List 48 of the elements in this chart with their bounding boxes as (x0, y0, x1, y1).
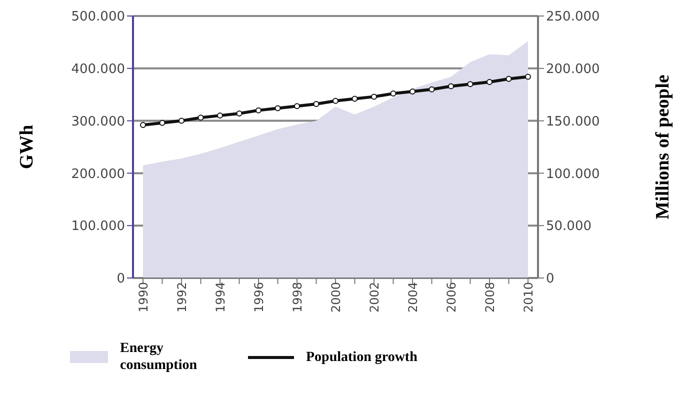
x-tick-label: 1992 (175, 282, 190, 313)
y-tick-label: 0 (116, 272, 125, 287)
x-tick-label: 2000 (329, 282, 344, 313)
point (410, 88, 416, 94)
point (140, 122, 146, 128)
point (448, 83, 454, 90)
legend-label: Energy consumption (120, 340, 198, 374)
point (178, 118, 184, 124)
point (274, 105, 281, 112)
y-axis-title: GWh (16, 124, 38, 170)
y2-tick-label: 50.000 (546, 219, 592, 234)
point (506, 76, 512, 82)
point (236, 110, 242, 116)
point (428, 86, 435, 92)
point (198, 114, 204, 121)
x-tick-label: 1994 (214, 282, 228, 313)
point (256, 107, 262, 114)
x-tick-label: 2004 (406, 282, 420, 313)
point (525, 74, 531, 80)
point (294, 103, 300, 110)
y-tick-label: 200.000 (71, 166, 125, 182)
y2-tick-label: 0 (546, 272, 554, 287)
y-tick-label: 100.000 (71, 219, 125, 234)
point (486, 79, 492, 86)
x-tick-label: 2008 (483, 282, 498, 313)
y2-axis-title: Millions of people (652, 74, 674, 220)
x-tick-label: 2010 (522, 282, 536, 313)
x-tick-label: 2006 (444, 282, 459, 313)
point (332, 98, 338, 104)
y-tick-label: 300.000 (71, 114, 125, 130)
point (313, 101, 320, 108)
x-tick-label: 2002 (368, 282, 382, 313)
point (159, 120, 166, 126)
point (217, 112, 223, 119)
y2-tick-label: 100.000 (546, 166, 600, 182)
legend-label: Population growth (306, 348, 418, 366)
x-tick-label: 1996 (252, 282, 266, 313)
point (352, 96, 358, 102)
y2-tick-label: 200.000 (546, 62, 600, 78)
y-tick-label: 400.000 (71, 62, 125, 78)
y2-tick-label: 250.000 (546, 10, 600, 25)
point (467, 81, 474, 88)
point (390, 90, 396, 97)
x-tick-label: 1998 (290, 282, 305, 313)
x-tick-label: 1990 (136, 282, 151, 313)
y2-tick-label: 150.000 (546, 114, 600, 130)
point (371, 94, 377, 100)
y-tick-label: 500.000 (71, 10, 125, 25)
